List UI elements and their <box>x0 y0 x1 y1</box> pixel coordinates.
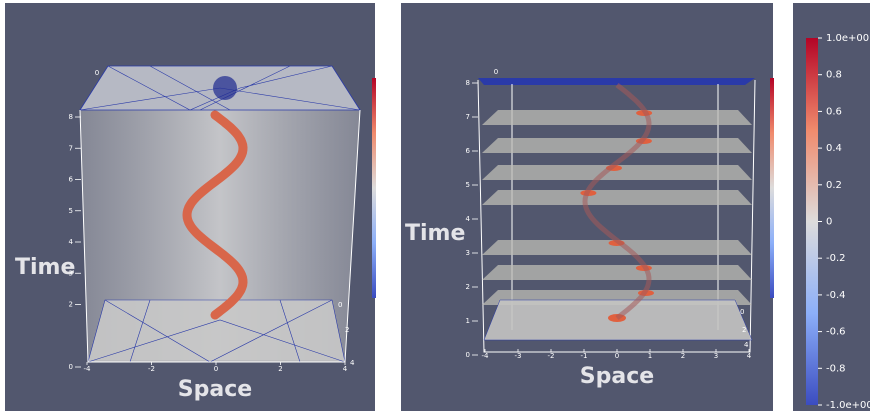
mesh-center <box>213 76 237 100</box>
space-tick-label: 0 <box>615 352 619 360</box>
space-tick-label: 4 <box>343 365 348 373</box>
time-label: Time <box>15 255 75 280</box>
time-tick-label: 2 <box>466 283 470 291</box>
time-tick-label: 5 <box>466 181 470 189</box>
colorbar-sliver <box>372 78 376 298</box>
time-tick-label: 0 <box>466 351 470 359</box>
colorbar-tick-label: -0.8 <box>826 363 846 374</box>
time-tick-label: 1 <box>466 317 470 325</box>
space-tick-label: 1 <box>648 352 652 360</box>
colorbar-tick-label: 0.2 <box>826 180 842 191</box>
time-tick-label: 6 <box>466 147 471 155</box>
depth-tick-label: 0 <box>338 301 342 309</box>
time-tick-label: 5 <box>69 207 73 215</box>
colorbar-tick-label: 0.8 <box>826 70 842 81</box>
panel-background <box>793 3 870 411</box>
time-tick-label: 0 <box>69 363 73 371</box>
space-tick-label: 2 <box>681 352 685 360</box>
colorbar-tick-label: -0.4 <box>826 290 846 301</box>
back-tick-label: 0 <box>95 69 99 77</box>
top-slice <box>478 78 755 85</box>
time-tick-label: 4 <box>69 238 74 246</box>
space-tick-label: 4 <box>747 352 752 360</box>
space-tick-label: -3 <box>515 352 522 360</box>
depth-tick-label: 0 <box>740 308 744 316</box>
space-tick-label: -4 <box>482 352 490 360</box>
colorbar <box>806 38 818 405</box>
slice <box>482 190 752 205</box>
colorbar-tick-label: -0.6 <box>826 327 846 338</box>
space-label: Space <box>178 377 252 402</box>
space-tick-label: -1 <box>581 352 588 360</box>
space-label: Space <box>580 364 654 389</box>
time-tick-label: 8 <box>466 79 470 87</box>
depth-tick-label: 4 <box>744 341 749 349</box>
space-tick-label: 0 <box>214 365 218 373</box>
space-tick-label: 2 <box>278 365 282 373</box>
time-tick-label: 7 <box>466 113 470 121</box>
space-tick-label: -2 <box>148 365 155 373</box>
volume-box <box>80 66 376 362</box>
time-tick-label: 7 <box>69 144 73 152</box>
colorbar-tick-label: 0.6 <box>826 106 842 117</box>
space-tick-label: 3 <box>714 352 718 360</box>
slice <box>482 138 752 153</box>
depth-tick-label: 2 <box>345 326 349 334</box>
slice <box>482 110 752 125</box>
time-tick-label: 8 <box>69 113 73 121</box>
colorbar-tick-label: -1.0e+00 <box>826 400 870 411</box>
figure: Time Space 0 2 3 4 5 6 7 8 -4 -2 0 2 4 0 2 4 0 Time Space 0 1 2… <box>0 0 870 414</box>
space-tick-label: -2 <box>548 352 555 360</box>
depth-tick-label: 4 <box>350 359 355 367</box>
slice <box>482 265 752 280</box>
page: {"panels": [ {"time_label": "Time", "spa… <box>0 0 870 414</box>
space-tick-label: -4 <box>84 365 92 373</box>
back-tick-label: 0 <box>494 68 498 76</box>
time-tick-label: 3 <box>69 269 73 277</box>
depth-tick-label: 2 <box>742 326 746 334</box>
time-label: Time <box>405 221 465 246</box>
colorbar-tick-label: 1.0e+00 <box>826 33 869 44</box>
time-tick-label: 2 <box>69 301 73 309</box>
time-tick-label: 6 <box>69 176 74 184</box>
colorbar-sliver <box>770 78 774 298</box>
colorbar-tick-label: 0.4 <box>826 143 842 154</box>
colorbar-tick-label: 0 <box>826 217 832 228</box>
time-tick-label: 3 <box>466 249 470 257</box>
time-tick-label: 4 <box>466 215 471 223</box>
colorbar-tick-label: -0.2 <box>826 253 846 264</box>
